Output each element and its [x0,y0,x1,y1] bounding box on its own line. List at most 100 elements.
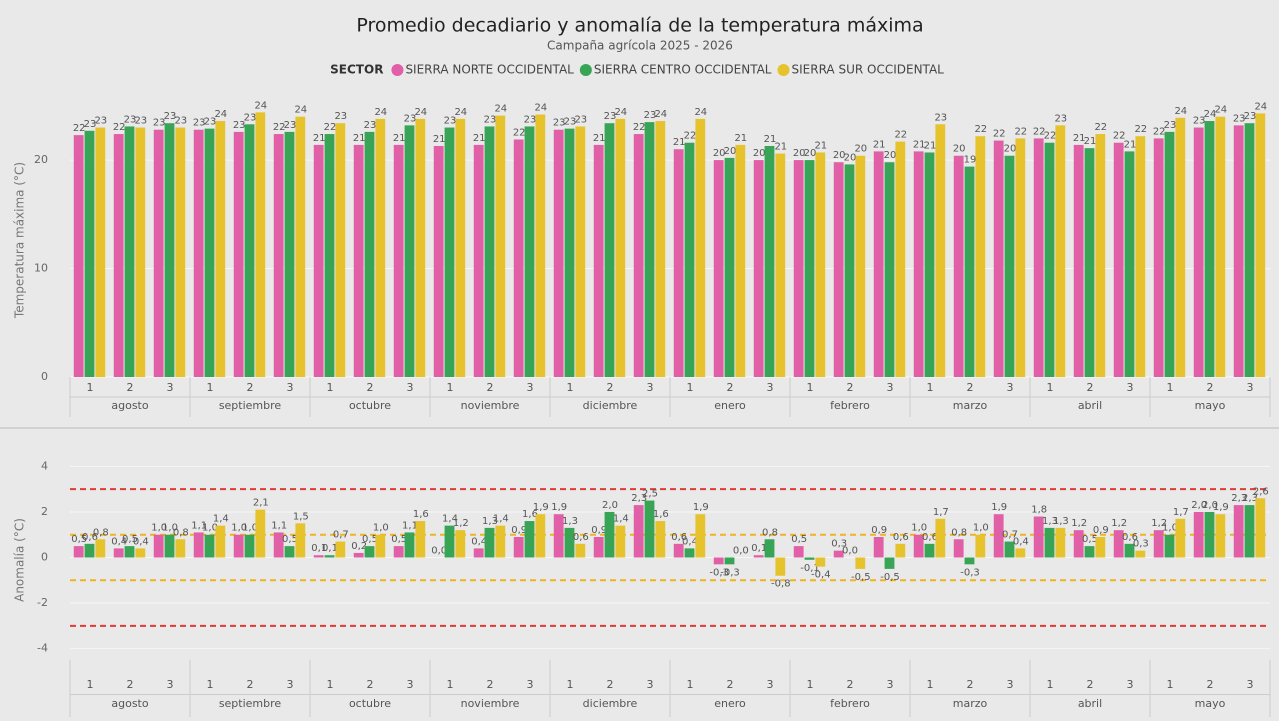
data-label: 0,0 [733,546,749,557]
bar [84,543,95,558]
data-label: 0,6 [82,532,98,543]
data-label: 20 [844,152,857,163]
data-label: 0,7 [1002,530,1018,541]
bar [1255,113,1266,377]
bar [295,523,306,558]
x-tick-label: 1 [87,678,94,691]
data-label: 23 [193,118,206,129]
data-label: 1,4 [613,514,629,525]
bar [644,122,655,377]
bar [244,124,255,378]
data-label: 24 [294,105,307,116]
bar [244,534,255,558]
data-label: 1,6 [653,509,669,520]
data-label: -0,5 [880,572,900,583]
x-tick-label: 2 [1207,678,1214,691]
group-label: octubre [349,399,391,412]
group-label: abril [1078,399,1102,412]
bar [975,534,986,558]
data-label: 20 [854,144,867,155]
x-tick-label: 1 [927,381,934,394]
data-label: -0,8 [771,579,791,590]
x-tick-label: 3 [167,381,174,394]
data-label: 1,0 [973,523,989,534]
data-label: 23 [1244,111,1257,122]
data-label: 0,4 [133,536,149,547]
x-tick-label: 2 [1087,381,1094,394]
bar [1215,116,1226,377]
data-label: 2,0 [602,500,618,511]
bar [255,509,266,558]
bar [604,123,615,377]
bar [204,128,215,377]
data-label: 23 [574,114,587,125]
data-label: 0,5 [791,534,807,545]
data-label: 20 [833,150,846,161]
data-label: 23 [174,116,187,127]
group-label: noviembre [461,697,520,710]
data-label: 0,6 [893,532,909,543]
bar [564,527,575,558]
y-tick-label: 20 [34,153,48,166]
data-label: 22 [324,122,337,133]
bar [1215,514,1226,558]
y-tick-label: -2 [37,596,48,609]
bar [404,125,415,377]
bar [1033,516,1044,558]
bar [564,128,575,377]
bar [895,543,906,558]
data-label: 21 [814,140,827,151]
data-label: 23 [204,117,217,128]
data-label: 23 [153,118,166,129]
data-label: 0,5 [391,534,407,545]
legend-title: SECTOR [330,63,383,77]
data-label: 1,9 [1213,502,1229,513]
bar [593,537,604,558]
bar [215,525,226,558]
data-label: 21 [313,133,326,144]
data-label: 1,2 [453,518,469,529]
data-label: 0,4 [682,536,698,547]
data-label: 2,3 [1242,493,1258,504]
group-label: abril [1078,697,1102,710]
data-label: 24 [654,109,667,120]
data-label: 20 [953,144,966,155]
data-label: 24 [414,107,427,118]
bar [1233,125,1244,377]
bar [764,539,775,558]
x-tick-label: 3 [1127,678,1134,691]
data-label: 1,2 [1071,518,1087,529]
bar [655,121,666,378]
data-label: 24 [614,107,627,118]
bar [393,546,404,558]
data-label: 22 [633,122,646,133]
y-tick-label: -4 [37,642,48,655]
bar [535,514,546,558]
bar [1175,518,1186,558]
x-tick-label: 3 [647,678,654,691]
bar [1055,527,1066,558]
bar [884,557,895,569]
bar [1015,548,1026,558]
data-label: 19 [964,155,977,166]
data-label: -0,3 [709,567,729,578]
data-label: 1,0 [231,523,247,534]
data-label: 21 [734,133,747,144]
x-tick-label: 1 [447,678,454,691]
data-label: 1,2 [1111,518,1127,529]
bar [1164,534,1175,558]
bar [95,127,106,378]
x-tick-label: 1 [1047,678,1054,691]
data-label: 24 [214,109,227,120]
y-axis-title: Anomalía (°C) [13,518,27,602]
data-label: 1,0 [911,523,927,534]
bar [1204,121,1215,378]
data-label: 1,0 [151,523,167,534]
data-label: 21 [1124,139,1137,150]
bar [695,514,706,558]
bar [804,557,815,560]
bar [1044,527,1055,558]
data-label: 1,3 [1053,516,1069,527]
x-tick-label: 3 [1007,381,1014,394]
legend-marker [579,64,592,76]
